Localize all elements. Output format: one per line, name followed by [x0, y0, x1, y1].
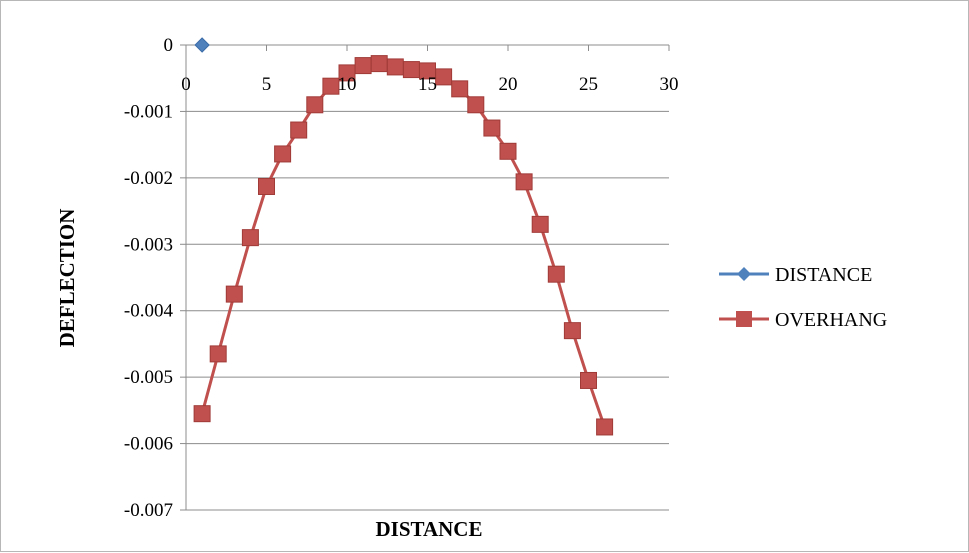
x-tick-label: 5: [262, 74, 272, 95]
data-point-distance: [194, 37, 210, 53]
data-point-overhang: [306, 96, 324, 114]
y-axis-title: DEFLECTION: [55, 209, 79, 348]
y-tick-label: -0.007: [124, 500, 173, 521]
legend-label-overhang: OVERHANG: [775, 309, 887, 331]
y-tick-label: -0.006: [124, 434, 173, 455]
data-point-overhang: [386, 58, 404, 76]
y-tick-label: -0.003: [124, 234, 173, 255]
data-point-overhang: [515, 173, 533, 191]
x-tick-label: 30: [660, 74, 679, 95]
legend-item-overhang: OVERHANG: [719, 309, 887, 331]
data-point-overhang: [483, 119, 501, 137]
axes: [180, 44, 670, 511]
data-point-overhang: [451, 80, 469, 98]
data-point-overhang: [354, 57, 372, 75]
y-tick-label: 0: [164, 35, 174, 56]
data-point-overhang: [209, 345, 227, 363]
data-point-overhang: [467, 96, 485, 114]
series-line-overhang: [200, 62, 607, 428]
x-tick-label: 15: [418, 74, 437, 95]
y-tick-label: -0.005: [124, 367, 173, 388]
x-tick-label: 10: [338, 74, 357, 95]
x-tick-label: 25: [579, 74, 598, 95]
data-point-overhang: [274, 145, 292, 163]
x-tick-label: 0: [181, 74, 191, 95]
data-point-overhang: [435, 68, 453, 86]
data-point-overhang: [258, 177, 275, 195]
y-tick-label: -0.004: [124, 301, 174, 322]
data-point-overhang: [563, 322, 581, 340]
data-point-overhang: [370, 55, 388, 73]
legend-item-distance: DISTANCE: [719, 264, 872, 286]
data-point-overhang: [547, 265, 565, 283]
data-point-overhang: [225, 285, 243, 303]
data-point-overhang: [290, 121, 308, 139]
data-point-overhang: [531, 215, 549, 233]
legend-marker-distance: [737, 267, 751, 281]
legend-label-distance: DISTANCE: [775, 264, 872, 286]
data-point-overhang: [322, 77, 340, 95]
series: [193, 37, 614, 436]
gridlines: [186, 110, 669, 511]
data-point-overhang: [193, 405, 211, 423]
x-tick-label: 20: [499, 74, 518, 95]
legend-marker-overhang: [736, 311, 752, 327]
legend: DISTANCE OVERHANG: [719, 264, 887, 331]
data-point-overhang: [596, 418, 614, 436]
data-point-overhang: [241, 229, 259, 247]
tick-labels: 0 -0.001 -0.002 -0.003 -0.004 -0.005 -0.006 -0.…: [124, 35, 679, 521]
data-point-overhang: [499, 142, 517, 160]
data-point-overhang: [402, 61, 420, 79]
x-axis-title: DISTANCE: [376, 517, 483, 541]
data-point-overhang: [580, 371, 597, 389]
y-tick-label: -0.002: [124, 168, 173, 189]
y-tick-label: -0.001: [124, 101, 173, 122]
